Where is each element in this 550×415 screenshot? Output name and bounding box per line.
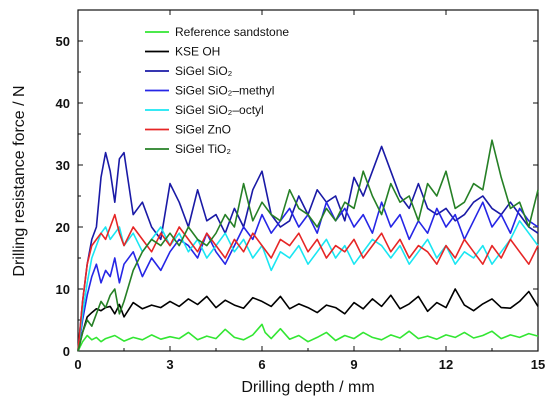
y-tick-label: 40 xyxy=(56,96,70,111)
legend-label: SiGel SiO₂–octyl xyxy=(175,103,264,117)
x-tick-label: 12 xyxy=(439,357,453,372)
y-axis-ticks: 0 10 20 30 40 50 xyxy=(56,34,538,359)
y-tick-label: 30 xyxy=(56,158,70,173)
x-tick-label: 6 xyxy=(258,357,265,372)
y-axis-title: Drilling resistance force / N xyxy=(11,85,28,276)
y-tick-label: 50 xyxy=(56,34,70,49)
series-line-1 xyxy=(77,288,539,352)
legend-label: Reference sandstone xyxy=(175,25,289,39)
y-tick-label: 20 xyxy=(56,220,70,235)
series-line-6 xyxy=(77,139,539,352)
series-line-4 xyxy=(77,220,539,352)
series-layer xyxy=(77,139,539,352)
series-line-5 xyxy=(77,213,539,352)
x-tick-label: 15 xyxy=(531,357,545,372)
series-line-2 xyxy=(77,145,539,352)
x-axis-title: Drilling depth / mm xyxy=(241,379,374,396)
legend-label: SiGel TiO₂ xyxy=(175,142,231,156)
x-tick-label: 3 xyxy=(166,357,173,372)
legend-label: SiGel SiO₂–methyl xyxy=(175,84,274,98)
legend-label: KSE OH xyxy=(175,45,220,59)
legend-label: SiGel SiO₂ xyxy=(175,64,233,78)
series-line-3 xyxy=(77,201,539,352)
x-axis-ticks: 0 3 6 9 12 15 xyxy=(74,10,545,372)
legend-label: SiGel ZnO xyxy=(175,123,231,137)
y-tick-label: 10 xyxy=(56,282,70,297)
x-tick-label: 0 xyxy=(74,357,81,372)
plot-frame xyxy=(77,9,539,352)
series-line-0 xyxy=(77,323,539,352)
legend: Reference sandstone KSE OH SiGel SiO₂ SiGel… xyxy=(145,25,289,156)
y-tick-label: 0 xyxy=(63,344,70,359)
x-tick-label: 9 xyxy=(350,357,357,372)
